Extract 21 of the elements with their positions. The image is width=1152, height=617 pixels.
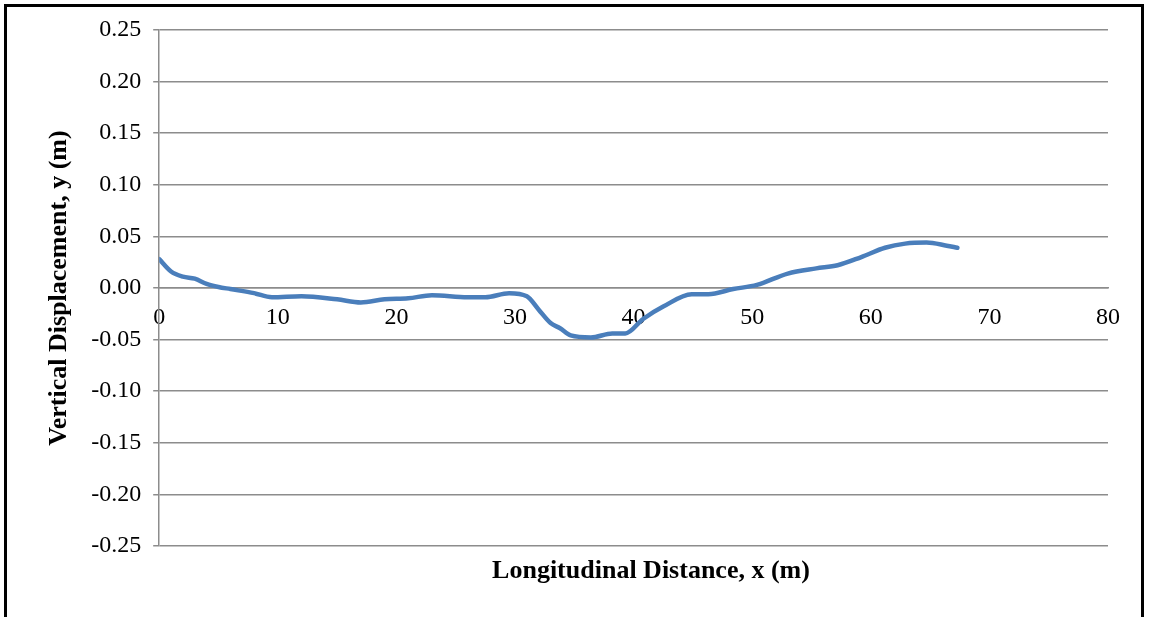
x-tick-label: 30 — [503, 302, 527, 329]
x-tick-label: 10 — [265, 302, 290, 329]
y-tick-label: 0.05 — [99, 221, 142, 248]
y-tick-label: 0.10 — [99, 170, 142, 197]
y-tick-label: -0.20 — [91, 479, 142, 506]
y-tick-label: 0.25 — [99, 15, 142, 42]
x-tick-label: 50 — [740, 302, 765, 329]
x-axis-title: Longitudinal Distance, x (m) — [491, 555, 811, 585]
x-tick-label: 20 — [384, 302, 409, 329]
x-tick-label: 80 — [1096, 302, 1120, 329]
y-tick-label: -0.15 — [91, 428, 142, 455]
y-tick-label: -0.25 — [91, 531, 142, 558]
x-tick-label: 60 — [858, 302, 883, 329]
y-tick-label: 0.15 — [99, 118, 142, 145]
x-tick-label: 70 — [977, 302, 1002, 329]
y-axis-title: Vertical Displacement, y (m) — [43, 130, 73, 446]
y-tick-label: -0.05 — [91, 324, 142, 351]
y-tick-label: -0.10 — [91, 376, 142, 403]
y-tick-label: 0.20 — [99, 66, 142, 93]
y-tick-label: 0.00 — [99, 273, 142, 300]
x-tick-label: 0 — [153, 302, 166, 329]
